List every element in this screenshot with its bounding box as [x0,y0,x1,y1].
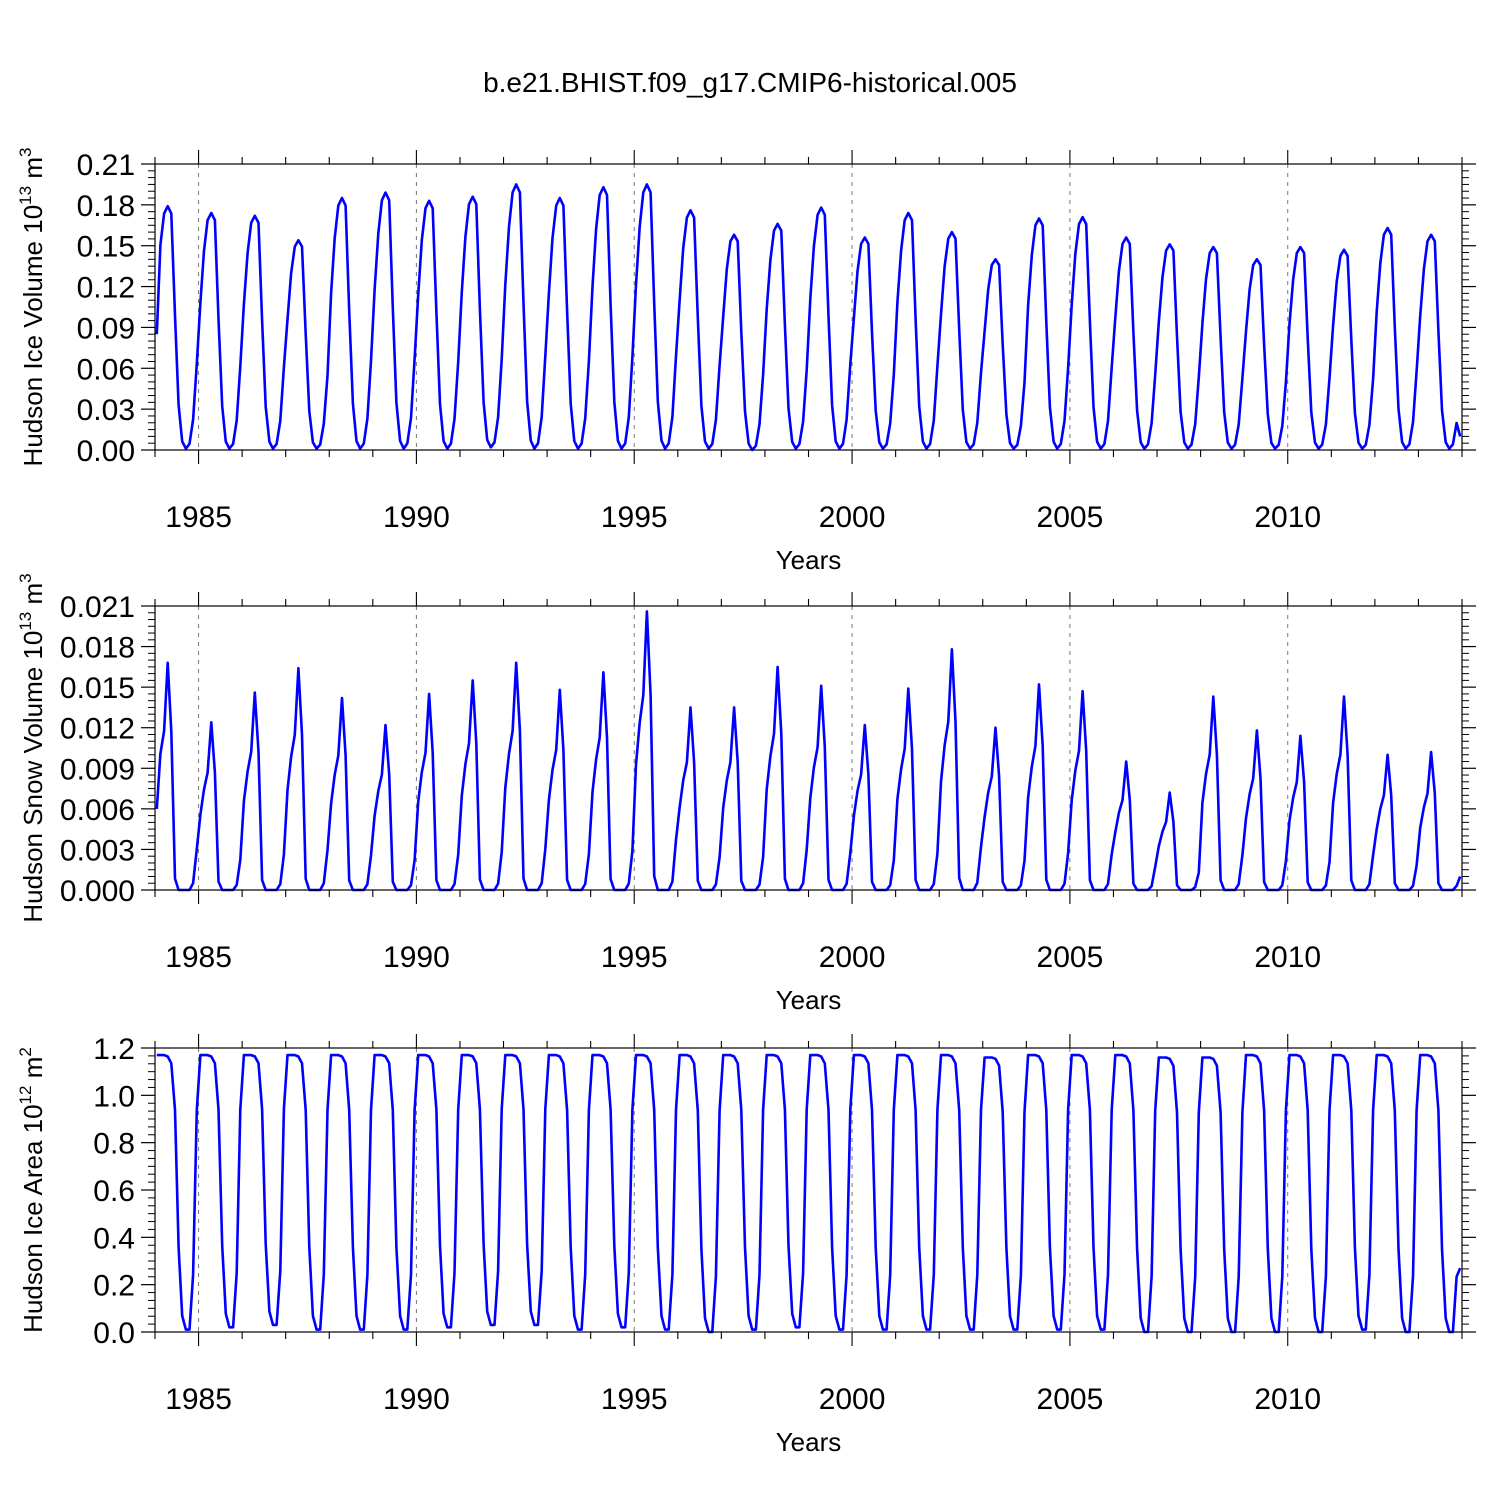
ice-volume-panel: 0.00 0.03 0.06 0.09 0.12 0.15 0.18 0.21 1985 1990… [16,148,1476,575]
y-axis-title-unit: m [18,157,48,186]
y-axis-title-main: Hudson Snow Volume 10 [18,631,48,923]
x-axis-title: Years [776,545,842,575]
y-axis-title: Hudson Ice Volume 1013 m3 [16,148,48,467]
x-tick-label: 2005 [1037,501,1104,534]
plot-frame [154,605,1463,891]
y-tick-label: 0.06 [77,353,135,386]
y-axis-title-main: Hudson Ice Area 10 [18,1104,48,1332]
y-tick-label: 0.018 [60,632,135,665]
x-tick-label: 1985 [165,501,232,534]
x-tick-label: 2005 [1037,941,1104,974]
y-tick-label: 0.009 [60,753,135,786]
x-tick-label: 1995 [601,941,668,974]
y-axis-title-unit-exponent: 3 [16,148,35,157]
x-tick-label: 1985 [165,941,232,974]
ice-volume-series-line [155,183,1462,452]
y-tick-label: 0.0 [93,1317,135,1350]
ice-area-panel: 0.0 0.2 0.4 0.6 0.8 1.0 1.2 1985 1990 1995 2000 200… [16,1033,1476,1457]
y-tick-label: 0.8 [93,1128,135,1161]
ice-area-series-line [156,1053,1462,1334]
y-axis-title-exponent: 12 [16,1086,35,1105]
y-axis-title-unit: m [18,583,48,612]
y-tick-label: 0.15 [77,231,135,264]
y-tick-label: 1.0 [93,1080,135,1113]
y-tick-label: 0.000 [60,875,135,908]
y-axis-title-main: Hudson Ice Volume 10 [18,205,48,467]
y-tick-label: 0.2 [93,1270,135,1303]
x-tick-label: 2000 [819,941,886,974]
x-tick-label: 2010 [1254,941,1321,974]
x-tick-label: 2000 [819,1383,886,1416]
y-tick-label: 0.021 [60,591,135,624]
x-tick-label: 2000 [819,501,886,534]
y-tick-label: 0.03 [77,394,135,427]
y-tick-label: 0.09 [77,312,135,345]
y-tick-label: 0.012 [60,713,135,746]
x-tick-label: 1995 [601,501,668,534]
y-tick-label: 0.006 [60,794,135,827]
x-tick-label: 1990 [383,501,450,534]
y-tick-label: 0.015 [60,672,135,705]
y-axis-title-unit-exponent: 2 [16,1047,35,1056]
y-tick-label: 0.21 [77,149,135,182]
y-tick-label: 0.6 [93,1175,135,1208]
x-tick-label: 1995 [601,1383,668,1416]
x-tick-label: 1990 [383,941,450,974]
y-axis-title: Hudson Ice Area 1012 m2 [16,1047,48,1333]
snow-volume-series-line [155,610,1462,892]
x-axis-title: Years [776,1427,842,1457]
y-tick-label: 0.00 [77,435,135,468]
y-axis-title-exponent: 13 [16,612,35,631]
y-tick-label: 0.18 [77,190,135,223]
x-tick-label: 1990 [383,1383,450,1416]
x-tick-label: 1985 [165,1383,232,1416]
x-tick-label: 2010 [1254,501,1321,534]
snow-volume-panel: 0.000 0.003 0.006 0.009 0.012 0.015 0.018 0.021… [16,573,1476,1015]
y-axis-title: Hudson Snow Volume 1013 m3 [16,573,48,922]
y-tick-label: 0.12 [77,272,135,305]
figure-title: b.e21.BHIST.f09_g17.CMIP6-historical.005 [483,67,1017,98]
plot-frame [154,163,1463,451]
x-axis-title: Years [776,985,842,1015]
y-tick-label: 0.003 [60,834,135,867]
y-axis-title-unit: m [18,1057,48,1086]
y-axis-title-unit-exponent: 3 [16,573,35,582]
x-tick-label: 2010 [1254,1383,1321,1416]
y-tick-label: 0.4 [93,1222,135,1255]
x-tick-label: 2005 [1037,1383,1104,1416]
y-axis-title-exponent: 13 [16,186,35,205]
y-tick-label: 1.2 [93,1033,135,1066]
